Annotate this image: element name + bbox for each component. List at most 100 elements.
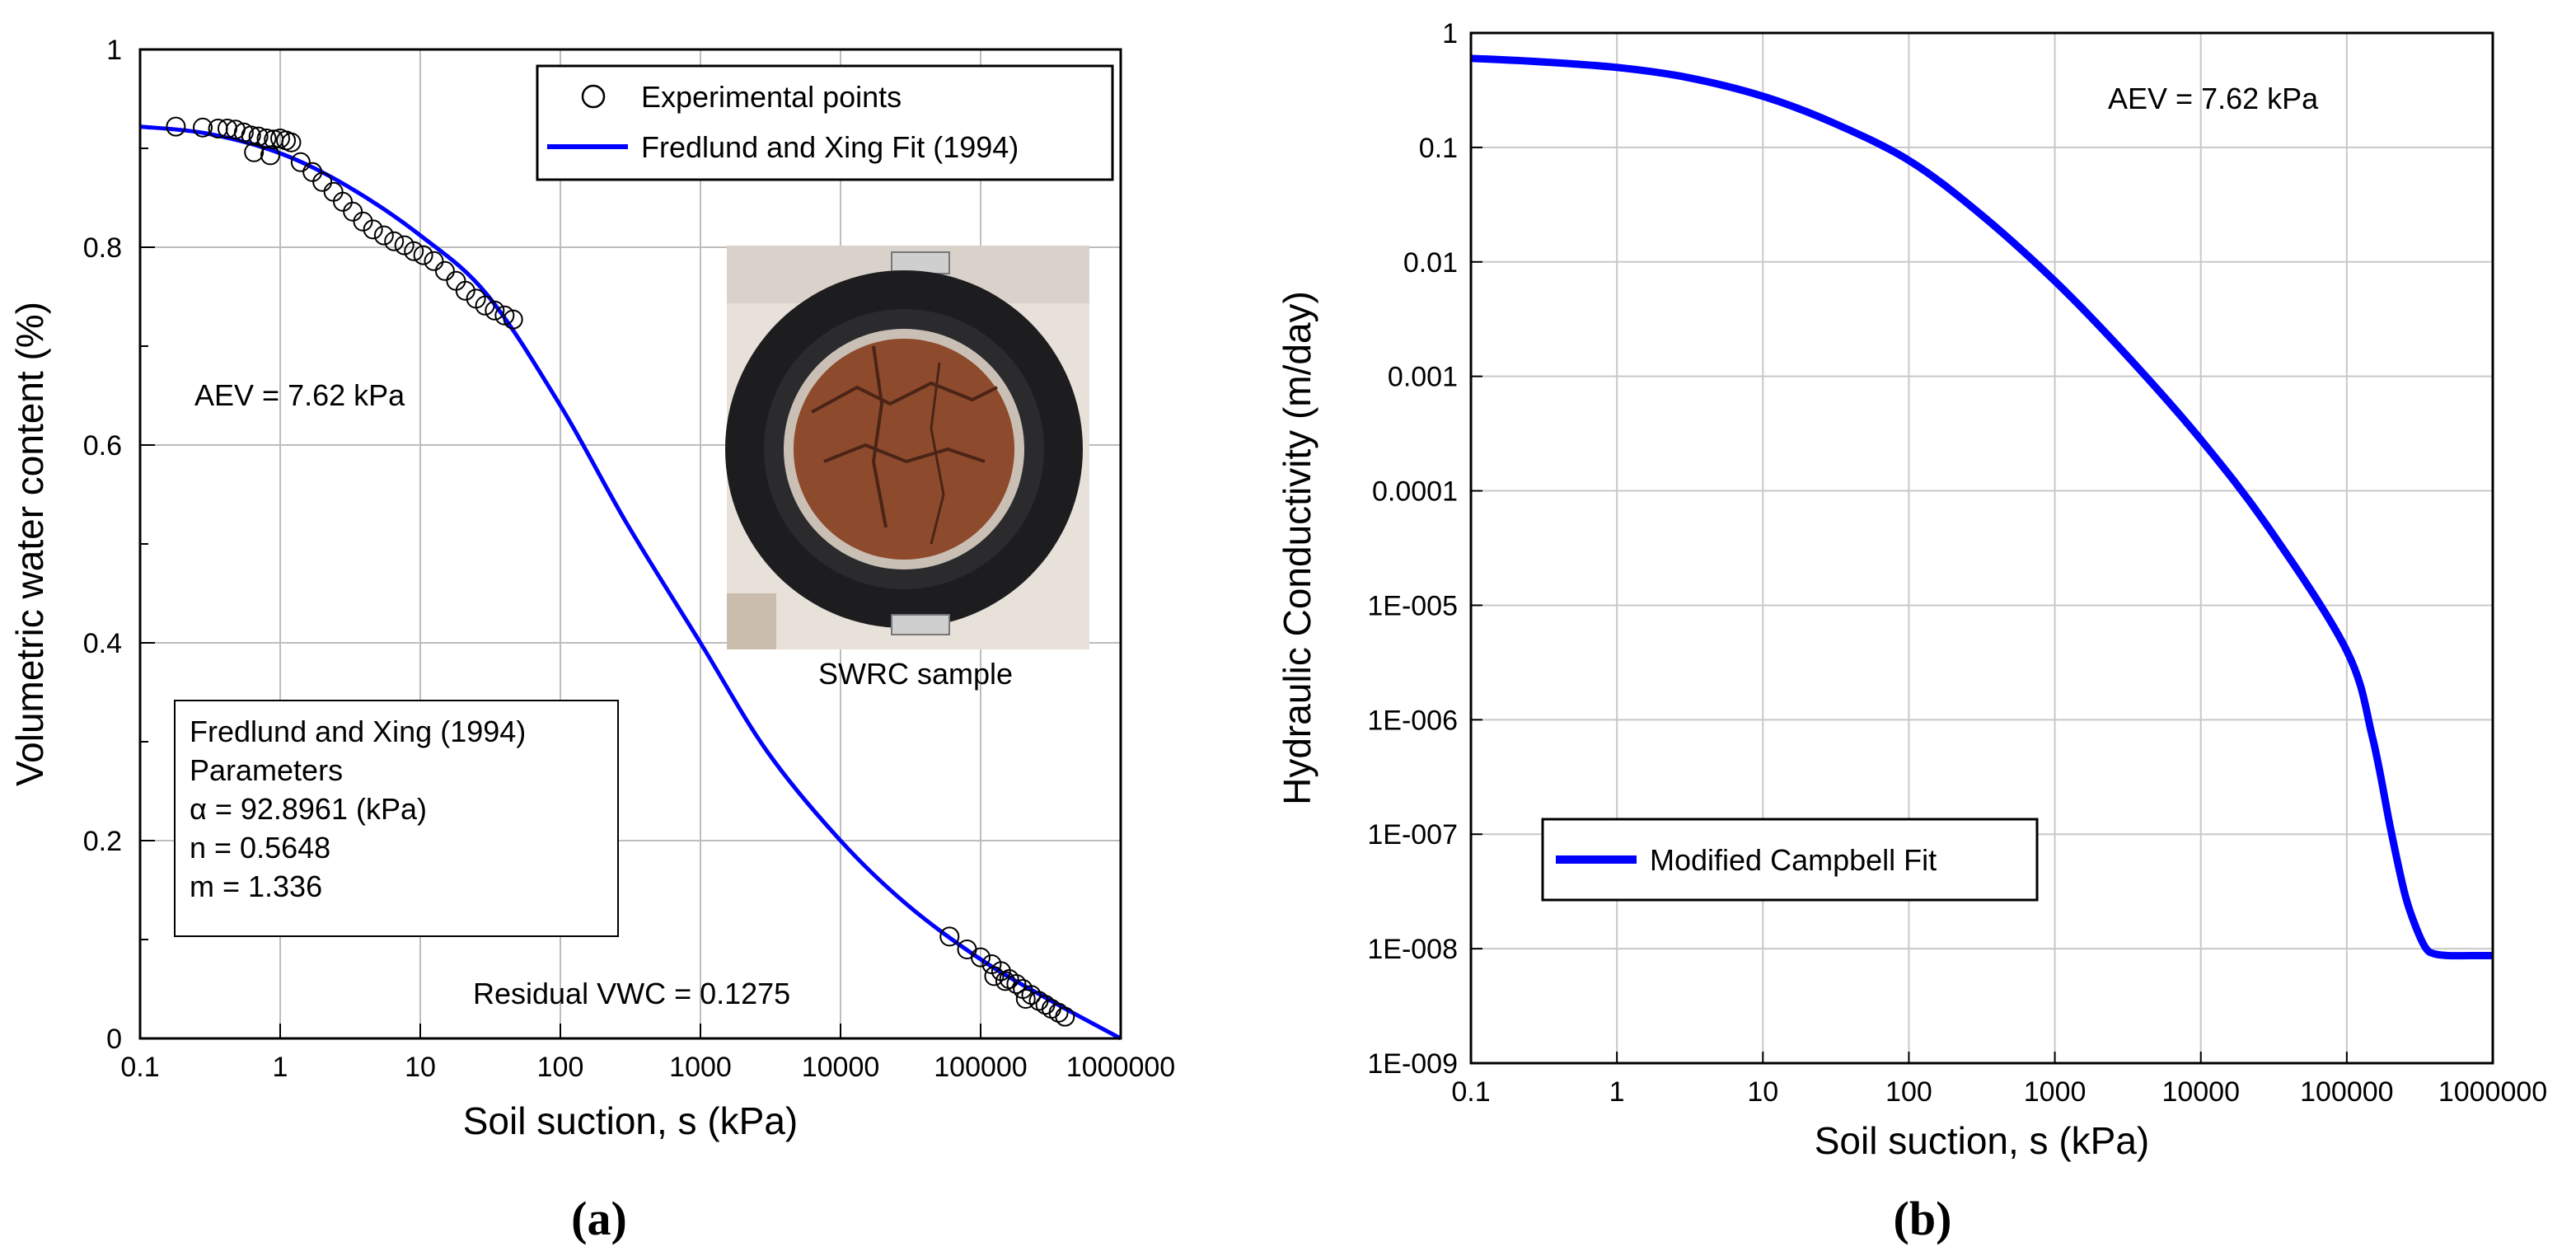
panel-b-ytick-label: 0.001 bbox=[1388, 362, 1458, 393]
panel-a-xtick-label: 100000 bbox=[934, 1052, 1027, 1083]
experimental-point bbox=[434, 260, 455, 281]
experimental-point bbox=[1021, 985, 1042, 1005]
panel-a-experimental-points bbox=[166, 116, 1075, 1027]
experimental-point bbox=[1048, 1002, 1069, 1023]
experimental-point bbox=[343, 201, 363, 222]
panel-b-ylabel: Hydraulic Conductivity (m/day) bbox=[1276, 291, 1318, 805]
panel-b-ytick-label: 1 bbox=[1442, 18, 1458, 49]
panel-b-xtick-label: 1 bbox=[1609, 1076, 1625, 1108]
experimental-point bbox=[1006, 974, 1027, 994]
parameters-box: Fredlund and Xing (1994) Parameters α = … bbox=[174, 700, 619, 937]
panel-b-xtick-label: 1000000 bbox=[2438, 1076, 2547, 1108]
experimental-point bbox=[260, 145, 281, 166]
experimental-point bbox=[995, 971, 1015, 991]
experimental-point bbox=[971, 947, 991, 968]
params-alpha: α = 92.8961 (kPa) bbox=[190, 792, 427, 826]
panel-b-ytick-label: 0.1 bbox=[1419, 133, 1458, 164]
experimental-point bbox=[290, 152, 311, 172]
panel-a-ytick-label: 0 bbox=[106, 1024, 122, 1055]
experimental-point bbox=[244, 142, 265, 162]
panel-b-aev-annotation: AEV = 7.62 kPa bbox=[2108, 82, 2319, 115]
panel-b-label: (b) bbox=[1894, 1192, 1952, 1245]
panel-b-ytick-label: 1E-009 bbox=[1367, 1048, 1458, 1080]
experimental-point bbox=[1055, 1006, 1075, 1027]
experimental-point bbox=[494, 305, 515, 326]
experimental-point bbox=[373, 225, 394, 246]
experimental-point bbox=[404, 241, 424, 261]
legend-modified-campbell: Modified Campbell Fit bbox=[1650, 843, 1937, 877]
legend-fit-label: Fredlund and Xing Fit (1994) bbox=[641, 130, 1019, 164]
panel-b-ticks: 0.1 1 10 100 1000 10000 100000 1000000 1E-009 1E-… bbox=[1367, 18, 2547, 1108]
panel-a-label: (a) bbox=[571, 1192, 627, 1245]
panel-b-xtick-label: 10 bbox=[1747, 1076, 1778, 1108]
panel-a-xtick-label: 1000000 bbox=[1066, 1052, 1175, 1083]
panel-b-xtick-label: 1000 bbox=[2024, 1076, 2087, 1108]
experimental-point bbox=[455, 280, 475, 301]
panel-b-xtick-label: 100000 bbox=[2300, 1076, 2393, 1108]
panel-a-xtick-label: 10 bbox=[405, 1052, 436, 1083]
experimental-point bbox=[166, 116, 186, 137]
panel-a-xlabel: Soil suction, s (kPa) bbox=[463, 1099, 798, 1142]
panel-b-ytick-label: 1E-005 bbox=[1367, 590, 1458, 621]
panel-a-xtick-label: 0.1 bbox=[120, 1052, 159, 1083]
panel-a-xtick-label: 100 bbox=[537, 1052, 584, 1083]
panel-b-xtick-label: 100 bbox=[1885, 1076, 1932, 1108]
panel-b-ytick-label: 0.01 bbox=[1403, 247, 1458, 279]
experimental-point bbox=[363, 219, 383, 240]
panel-b-fit-curve-group bbox=[1470, 54, 2493, 960]
panel-a: 0.1 1 10 100 1000 10000 100000 1000000 0 0.2 0.4 0.… bbox=[8, 35, 1175, 1245]
panel-b: 0.1 1 10 100 1000 10000 100000 1000000 1E-009 1E-… bbox=[1276, 18, 2547, 1245]
experimental-point bbox=[991, 961, 1011, 982]
params-title: Fredlund and Xing (1994) bbox=[190, 715, 526, 748]
experimental-point bbox=[984, 966, 1005, 987]
swrc-sample-photo bbox=[725, 246, 1089, 649]
experimental-point bbox=[281, 132, 302, 152]
experimental-point bbox=[333, 191, 354, 212]
legend-marker-circle bbox=[581, 84, 606, 109]
experimental-point bbox=[323, 181, 344, 202]
experimental-point bbox=[394, 235, 415, 255]
panel-b-legend: Modified Campbell Fit bbox=[1541, 818, 2039, 902]
experimental-point bbox=[384, 231, 405, 251]
panel-b-xtick-label: 10000 bbox=[2161, 1076, 2240, 1108]
panel-a-ytick-label: 0.2 bbox=[83, 826, 122, 857]
panel-a-xtick-label: 10000 bbox=[802, 1052, 880, 1083]
panel-a-ytick-label: 0.6 bbox=[83, 430, 122, 462]
panel-a-legend: Experimental points Fredlund and Xing Fi… bbox=[536, 64, 1114, 181]
experimental-point bbox=[193, 117, 213, 138]
params-n: n = 0.5648 bbox=[190, 831, 330, 865]
panel-a-ytick-label: 0.4 bbox=[83, 628, 122, 659]
experimental-point bbox=[485, 300, 505, 321]
panel-b-ytick-label: 0.0001 bbox=[1372, 476, 1458, 508]
experimental-point bbox=[475, 295, 495, 316]
modified-campbell-fit-line bbox=[1470, 54, 2493, 960]
experimental-point bbox=[312, 171, 333, 192]
params-m: m = 1.336 bbox=[190, 869, 322, 903]
experimental-point bbox=[939, 926, 960, 947]
panel-a-ticks: 0.1 1 10 100 1000 10000 100000 1000000 0 0.2 0.4 0.… bbox=[83, 35, 1175, 1083]
experimental-point bbox=[302, 162, 323, 182]
panel-b-xlabel: Soil suction, s (kPa) bbox=[1815, 1119, 2149, 1162]
panel-b-plot-frame bbox=[1469, 31, 2494, 1065]
panel-a-xtick-label: 1000 bbox=[669, 1052, 732, 1083]
panel-b-ytick-label: 1E-008 bbox=[1367, 934, 1458, 965]
legend-experimental-points: Experimental points bbox=[641, 80, 902, 114]
panel-a-xtick-label: 1 bbox=[273, 1052, 288, 1083]
experimental-point bbox=[413, 245, 433, 265]
panel-b-xtick-label: 0.1 bbox=[1451, 1076, 1490, 1108]
panel-a-photo-caption: SWRC sample bbox=[818, 657, 1013, 691]
panel-b-ytick-label: 1E-006 bbox=[1367, 705, 1458, 736]
experimental-point bbox=[353, 211, 373, 232]
experimental-point bbox=[1015, 989, 1036, 1009]
experimental-point bbox=[424, 251, 444, 271]
panel-a-ylabel: Volumetric water content (%) bbox=[8, 302, 51, 786]
experimental-point bbox=[241, 125, 261, 146]
panel-a-ytick-label: 1 bbox=[106, 35, 122, 66]
experimental-point bbox=[446, 270, 466, 291]
panel-b-ytick-label: 1E-007 bbox=[1367, 819, 1458, 851]
experimental-point bbox=[248, 126, 269, 147]
panel-a-ytick-label: 0.8 bbox=[83, 232, 122, 264]
panel-b-gridlines bbox=[1471, 33, 2493, 1063]
panel-a-residual-annotation: Residual VWC = 0.1275 bbox=[473, 977, 790, 1010]
